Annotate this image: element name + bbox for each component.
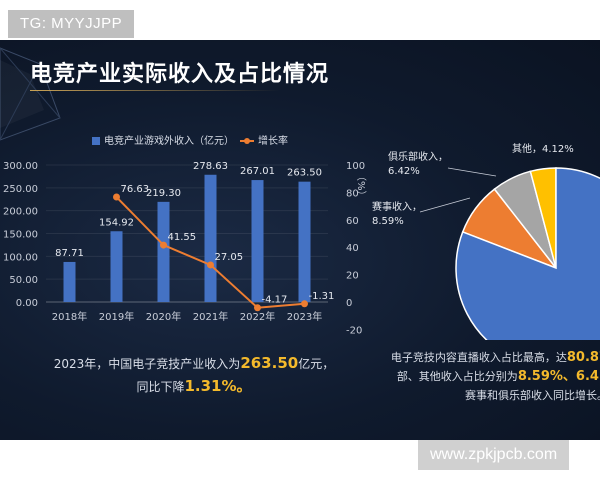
line-value-label: -4.17 bbox=[262, 295, 288, 306]
pie-leader-line bbox=[419, 197, 471, 213]
y2-tick-label: -20 bbox=[346, 325, 362, 336]
page-title: 电竞产业实际收入及占比情况 bbox=[30, 62, 330, 87]
legend-bar-label: 电竞产业游戏外收入（亿元） bbox=[104, 134, 234, 147]
background-decoration bbox=[0, 47, 61, 141]
bar bbox=[298, 181, 311, 302]
bar-value-label: 263.50 bbox=[287, 168, 322, 179]
y-tick-label: 150.00 bbox=[3, 230, 38, 241]
y-tick-label: 250.00 bbox=[3, 184, 38, 195]
line-point bbox=[301, 300, 308, 308]
bar bbox=[251, 180, 264, 302]
watermark-bottom: www.zpkjpcb.com bbox=[418, 440, 570, 470]
y2-tick-label: 0 bbox=[346, 298, 352, 309]
y-tick-label: 50.00 bbox=[9, 275, 38, 286]
y2-axis-label: （%） bbox=[355, 171, 367, 201]
line-point bbox=[254, 304, 261, 312]
legend-line-label: 增长率 bbox=[258, 134, 288, 147]
bar bbox=[110, 231, 123, 302]
legend-bar-swatch bbox=[92, 137, 100, 145]
bar-value-label: 278.63 bbox=[193, 161, 228, 172]
pie-slice-label: 赛事收入， bbox=[372, 200, 422, 213]
caption-change-value: 1.31%。 bbox=[184, 377, 252, 395]
pie-caption-line-2: 部、其他收入占比分别为8.59%、6.42 bbox=[368, 367, 600, 386]
pie-caption-prefix: 电子竞技内容直播收入占比最高，达 bbox=[390, 351, 567, 364]
bar bbox=[204, 174, 217, 302]
y-tick-label: 0.00 bbox=[16, 298, 38, 309]
pie-leader-line bbox=[447, 167, 497, 177]
x-tick-label: 2023年 bbox=[287, 310, 322, 323]
x-tick-label: 2019年 bbox=[99, 310, 134, 323]
caption-revenue-value: 263.50 bbox=[240, 354, 299, 372]
y-tick-label: 200.00 bbox=[3, 207, 38, 218]
line-value-label: 76.63 bbox=[121, 184, 150, 195]
y2-tick-label: 80 bbox=[346, 188, 359, 199]
caption-prefix: 2023年，中国电子竞技产业收入为 bbox=[53, 357, 241, 371]
pie-caption-line-3: 赛事和俱乐部收入同比增长。 bbox=[465, 389, 600, 402]
pie-caption-top-share: 80.87 bbox=[566, 350, 600, 365]
watermark-top: TG: MYYJJPP bbox=[8, 10, 135, 38]
pie-slice-label: 其他，4.12% bbox=[512, 142, 574, 155]
caption-line-1: 2023年，中国电子竞技产业收入为263.50亿元， bbox=[44, 352, 344, 375]
x-tick-label: 2022年 bbox=[240, 310, 275, 323]
y-tick-label: 300.00 bbox=[3, 161, 38, 172]
pie-slice-label: 6.42% bbox=[388, 166, 420, 177]
legend-line-marker bbox=[244, 138, 250, 144]
pie-chart-caption: 电子竞技内容直播收入占比最高，达80.87 部、其他收入占比分别为8.59%、6… bbox=[368, 348, 600, 405]
bar-chart-caption: 2023年，中国电子竞技产业收入为263.50亿元， 同比下降1.31%。 bbox=[44, 352, 344, 398]
line-point bbox=[113, 193, 120, 201]
y2-tick-label: 60 bbox=[346, 216, 359, 227]
bar-value-label: 267.01 bbox=[240, 166, 275, 177]
pie-caption-line-1: 电子竞技内容直播收入占比最高，达80.87 bbox=[368, 348, 600, 367]
pie-slice-label: 俱乐部收入， bbox=[388, 150, 448, 163]
x-tick-label: 2021年 bbox=[193, 310, 228, 323]
caption-change-prefix: 同比下降 bbox=[136, 380, 185, 394]
pie-slice bbox=[455, 167, 600, 340]
y2-tick-label: 100 bbox=[346, 161, 365, 172]
bar-value-label: 154.92 bbox=[99, 217, 134, 228]
line-point bbox=[160, 241, 167, 249]
bar-value-label: 219.30 bbox=[146, 188, 181, 199]
caption-line-2: 同比下降1.31%。 bbox=[44, 375, 344, 398]
y2-tick-label: 40 bbox=[346, 243, 359, 254]
pie-caption-share-a: 8.59%、 bbox=[517, 369, 576, 384]
line-value-label: 27.05 bbox=[215, 252, 244, 263]
caption-suffix: 亿元， bbox=[298, 357, 335, 371]
pie-slice-label: 8.59% bbox=[372, 216, 404, 227]
title-underline bbox=[30, 90, 280, 91]
line-point bbox=[207, 261, 214, 269]
slide: 电竞产业实际收入及占比情况 0.00 50.00 100.00 150.00 200.0… bbox=[0, 40, 600, 440]
x-tick-label: 2018年 bbox=[52, 310, 87, 323]
line-value-label: 41.55 bbox=[168, 232, 197, 243]
y-tick-label: 100.00 bbox=[3, 252, 38, 263]
bar-value-label: 87.71 bbox=[55, 248, 84, 259]
bar bbox=[63, 261, 76, 302]
chart-area: 0.00 50.00 100.00 150.00 200.00 250.00 300.00 -… bbox=[3, 134, 600, 340]
line-value-label: -1.31 bbox=[309, 291, 335, 302]
x-tick-label: 2020年 bbox=[146, 310, 181, 323]
pie-caption-share-b: 6.42 bbox=[575, 369, 600, 384]
y2-tick-label: 20 bbox=[346, 271, 359, 282]
bar bbox=[157, 201, 170, 302]
pie-caption-shares-prefix: 部、其他收入占比分别为 bbox=[396, 370, 518, 383]
